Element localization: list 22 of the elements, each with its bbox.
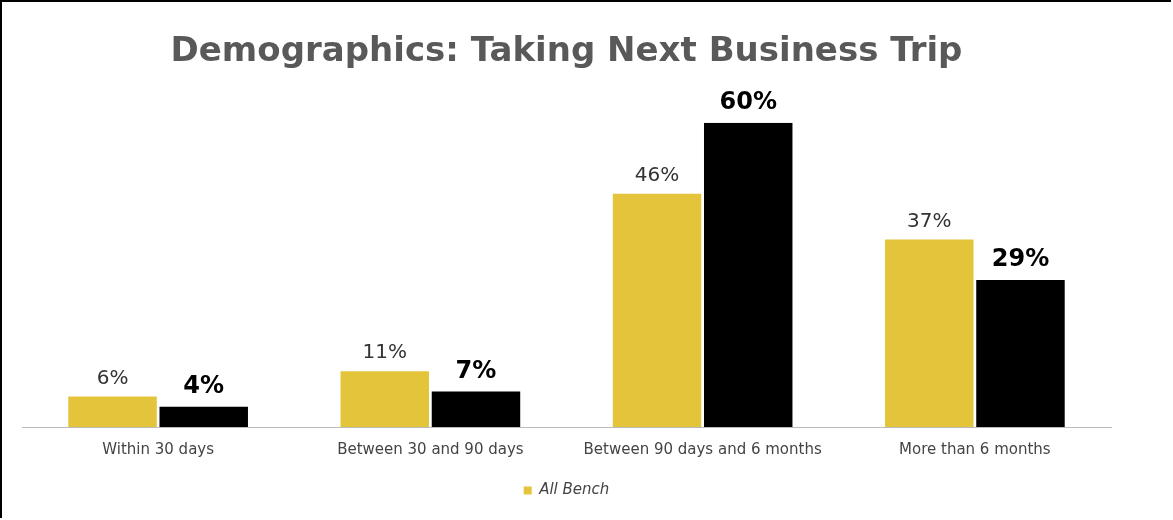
bar — [885, 239, 974, 427]
x-tick-label: More than 6 months — [899, 439, 1051, 458]
data-label: 11% — [362, 339, 407, 364]
data-label: 7% — [455, 355, 497, 384]
x-tick-label: Within 30 days — [102, 439, 215, 458]
bar — [703, 122, 793, 427]
bar — [340, 371, 430, 427]
data-label: 6% — [96, 364, 129, 389]
bar — [159, 406, 248, 427]
bar — [976, 279, 1065, 427]
legend-label: All Bench — [538, 480, 610, 499]
data-label: 37% — [907, 207, 952, 232]
data-label: 46% — [634, 161, 680, 186]
chart-title: Demographics: Taking Next Business Trip — [170, 29, 963, 70]
data-label: 4% — [183, 370, 225, 399]
data-label: 60% — [719, 87, 777, 116]
x-tick-label: Between 90 days and 6 months — [583, 439, 822, 458]
x-tick-label: Between 30 and 90 days — [337, 439, 524, 458]
bar — [431, 391, 521, 427]
bar — [68, 396, 157, 427]
data-label: 29% — [991, 244, 1050, 273]
bar — [612, 193, 702, 427]
